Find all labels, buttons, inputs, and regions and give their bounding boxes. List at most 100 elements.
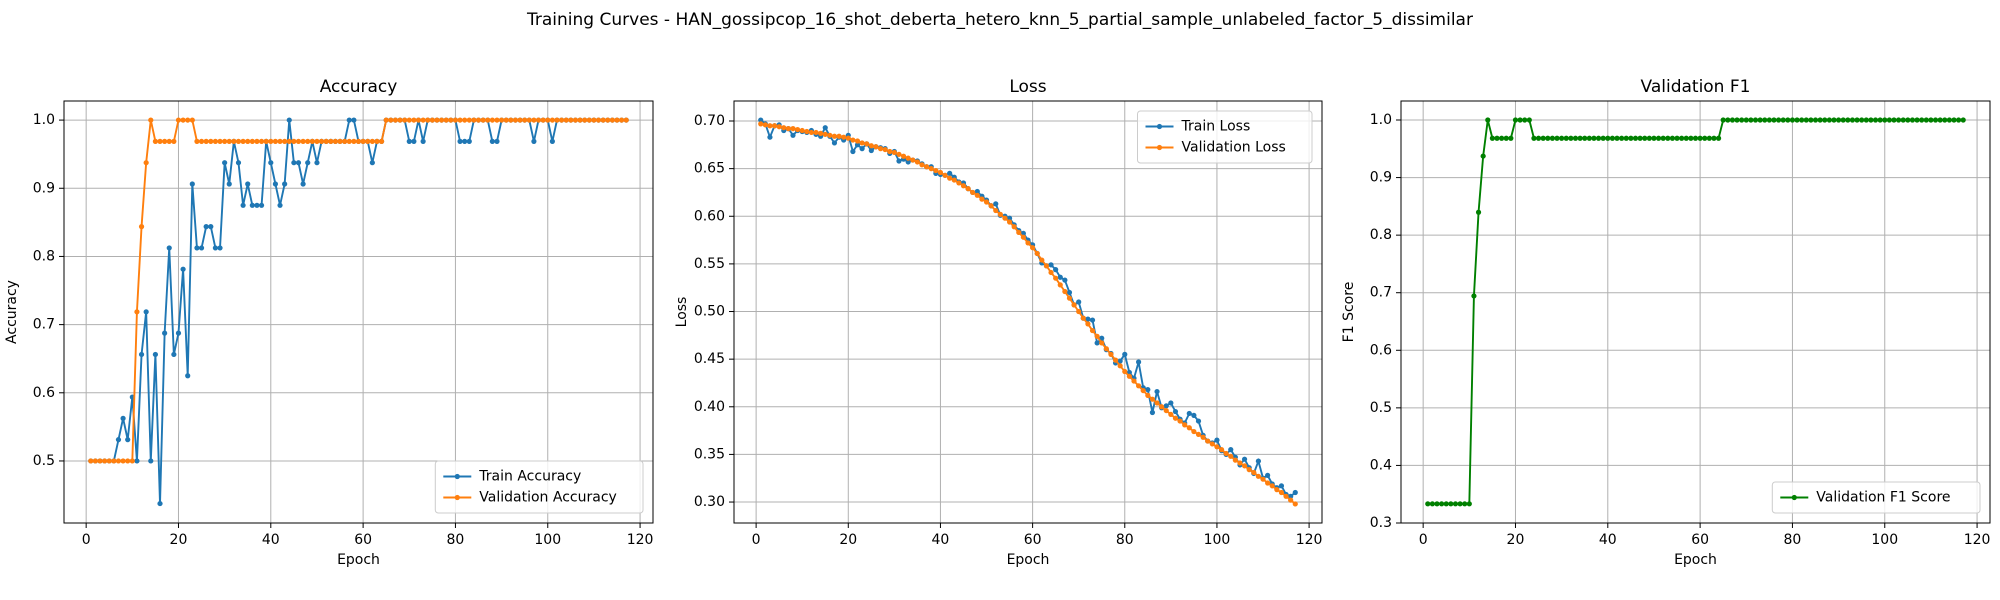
- point-marker: [1039, 257, 1045, 263]
- point-marker: [1586, 135, 1592, 141]
- point-marker: [1274, 487, 1280, 493]
- point-marker: [1508, 135, 1514, 141]
- point-marker: [818, 130, 824, 136]
- point-marker: [1605, 135, 1611, 141]
- point-marker: [498, 117, 505, 123]
- point-marker: [1117, 363, 1123, 369]
- y-axis-label: Accuracy: [4, 280, 20, 344]
- point-marker: [785, 126, 791, 132]
- point-marker: [827, 132, 833, 138]
- point-marker: [157, 138, 163, 144]
- point-marker: [120, 415, 126, 421]
- legend-box: [1771, 481, 1981, 514]
- point-marker: [309, 138, 315, 144]
- point-marker: [1729, 117, 1736, 123]
- point-marker: [1205, 438, 1211, 444]
- point-marker: [1665, 135, 1671, 141]
- point-marker: [1154, 400, 1160, 406]
- x-tick-label: 40: [1599, 532, 1617, 548]
- point-marker: [162, 138, 168, 144]
- point-marker: [776, 124, 782, 130]
- point-marker: [1168, 400, 1174, 406]
- subplot-title: Loss: [1009, 77, 1046, 97]
- point-marker: [240, 138, 246, 144]
- point-marker: [1218, 447, 1225, 453]
- point-marker: [1651, 135, 1657, 141]
- point-marker: [1646, 135, 1652, 141]
- point-marker: [1780, 117, 1786, 123]
- point-marker: [1932, 117, 1939, 123]
- point-marker: [466, 138, 472, 144]
- point-marker: [1062, 277, 1068, 283]
- point-marker: [305, 138, 311, 144]
- point-marker: [1053, 275, 1059, 281]
- y-axis-label: Loss: [674, 297, 690, 328]
- point-marker: [318, 138, 325, 144]
- point-marker: [1775, 117, 1782, 123]
- point-marker: [129, 458, 135, 464]
- point-marker: [125, 458, 131, 464]
- x-axis-label: Epoch: [337, 552, 380, 568]
- point-marker: [1674, 135, 1680, 141]
- point-marker: [1614, 135, 1620, 141]
- point-marker: [457, 117, 463, 123]
- point-marker: [850, 137, 856, 143]
- point-marker: [411, 117, 417, 123]
- point-marker: [1517, 117, 1523, 123]
- point-marker: [540, 117, 546, 123]
- point-marker: [1812, 117, 1819, 123]
- legend-box: [1137, 110, 1313, 164]
- point-marker: [512, 117, 519, 123]
- point-marker: [1448, 501, 1454, 507]
- point-marker: [1246, 467, 1252, 473]
- point-marker: [1011, 224, 1017, 230]
- point-marker: [563, 117, 569, 123]
- point-marker: [1278, 489, 1285, 496]
- point-marker: [134, 309, 140, 315]
- point-marker: [1002, 215, 1008, 221]
- point-marker: [891, 149, 897, 156]
- point-marker: [189, 181, 195, 187]
- y-tick-label: 0.4: [1370, 457, 1392, 473]
- point-marker: [115, 437, 122, 443]
- point-marker: [1559, 135, 1565, 141]
- point-marker: [1808, 117, 1814, 123]
- x-tick-label: 80: [1784, 532, 1802, 548]
- axes-frame: [733, 100, 1323, 524]
- point-marker: [314, 160, 320, 166]
- point-marker: [148, 117, 154, 123]
- x-tick-label: 100: [1204, 532, 1231, 548]
- point-marker: [758, 121, 764, 127]
- point-marker: [1485, 117, 1491, 123]
- point-marker: [1679, 135, 1685, 141]
- point-marker: [1292, 501, 1298, 507]
- point-marker: [1688, 135, 1694, 141]
- point-marker: [208, 224, 214, 230]
- point-marker: [1154, 388, 1160, 395]
- point-marker: [328, 138, 334, 144]
- point-marker: [402, 117, 408, 123]
- point-marker: [790, 126, 796, 132]
- axes-frame: [1400, 100, 1991, 524]
- point-marker: [1016, 229, 1022, 236]
- point-marker: [758, 117, 764, 123]
- point-marker: [559, 117, 565, 123]
- point-marker: [1237, 460, 1243, 466]
- point-marker: [185, 373, 191, 379]
- point-marker: [277, 138, 283, 144]
- point-marker: [1822, 117, 1828, 123]
- point-marker: [175, 117, 182, 123]
- point-marker: [1145, 387, 1151, 393]
- point-marker: [1048, 269, 1054, 276]
- point-marker: [226, 181, 232, 187]
- point-marker: [841, 134, 847, 140]
- legend-marker: [454, 473, 460, 480]
- point-marker: [212, 245, 219, 251]
- point-marker: [438, 117, 445, 123]
- point-marker: [1186, 410, 1192, 417]
- point-marker: [1269, 483, 1275, 489]
- x-tick-label: 80: [1116, 532, 1134, 548]
- point-marker: [462, 117, 468, 123]
- point-marker: [1794, 117, 1800, 123]
- point-marker: [1549, 135, 1556, 141]
